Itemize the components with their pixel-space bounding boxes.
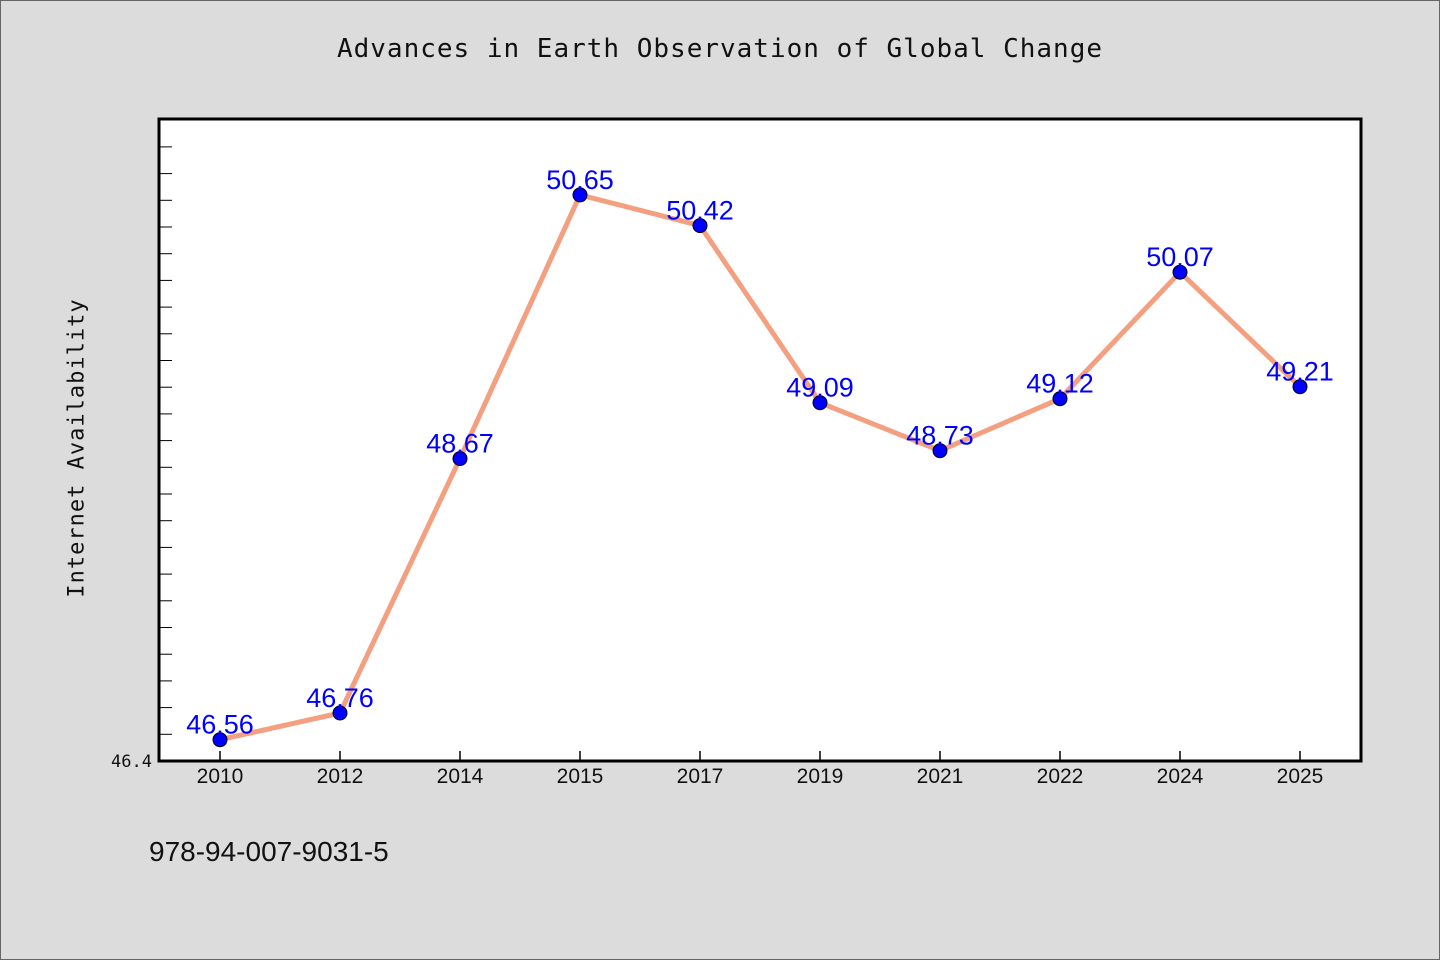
- x-tick-label: 2015: [557, 765, 604, 788]
- data-point: [1292, 379, 1308, 395]
- data-point: [452, 451, 468, 467]
- data-point: [812, 395, 828, 411]
- data-label: 49.12: [1026, 369, 1094, 399]
- x-ticks: 2010 2012 2014 2015 2017 2019 2021 2022 2024 2025: [197, 751, 1324, 788]
- footer-code: 978-94-007-9031-5: [149, 836, 389, 867]
- data-label: 49.09: [786, 373, 854, 403]
- plot-area: [157, 117, 1363, 763]
- data-label: 49.21: [1266, 357, 1334, 387]
- x-tick-label: 2014: [437, 765, 484, 788]
- x-tick-label: 2024: [1157, 765, 1204, 788]
- data-label: 48.73: [906, 421, 974, 451]
- data-label: 50.42: [666, 196, 734, 226]
- data-point: [1172, 264, 1188, 280]
- data-point: [332, 705, 348, 721]
- chart-title: Advances in Earth Observation of Global …: [336, 34, 1104, 64]
- x-tick-label: 2022: [1037, 765, 1084, 788]
- y-tick-label-min: 46.4: [111, 752, 152, 772]
- data-label: 46.56: [186, 710, 254, 740]
- x-tick-label: 2021: [917, 765, 964, 788]
- data-point: [1052, 391, 1068, 407]
- data-markers: [212, 187, 1308, 748]
- data-label: 50.07: [1146, 242, 1214, 272]
- series-line: [217, 192, 1303, 743]
- data-point: [932, 443, 948, 459]
- data-labels: 46.56 46.76 48.67 50.65 50.42 49.09 48.73 49.12…: [186, 165, 1334, 740]
- x-tick-label: 2010: [197, 765, 244, 788]
- data-point: [212, 732, 228, 748]
- x-tick-label: 2017: [677, 765, 724, 788]
- data-label: 50.65: [546, 165, 614, 195]
- data-point: [572, 187, 588, 203]
- y-minor-ticks: [159, 146, 172, 735]
- data-point: [692, 218, 708, 234]
- x-tick-label: 2025: [1277, 765, 1324, 788]
- data-label: 46.76: [306, 683, 374, 713]
- data-label: 48.67: [426, 429, 494, 459]
- x-tick-label: 2012: [317, 765, 364, 788]
- x-tick-label: 2019: [797, 765, 844, 788]
